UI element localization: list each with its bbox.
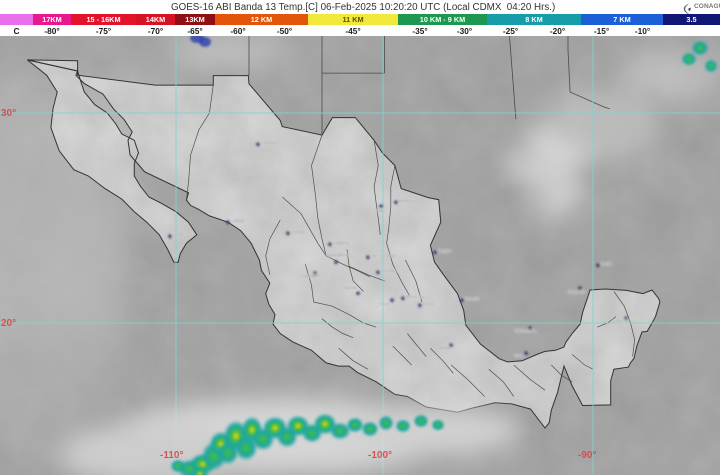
svg-text:Oaxaca: Oaxaca	[438, 346, 450, 350]
svg-text:San Luis Potosi: San Luis Potosi	[371, 254, 396, 258]
svg-text:Monterrey: Monterrey	[399, 199, 415, 203]
svg-text:20°: 20°	[1, 318, 16, 329]
svg-text:-90°: -90°	[578, 450, 596, 461]
svg-text:Guadalajara: Guadalajara	[300, 274, 320, 278]
svg-text:Campeche: Campeche	[568, 290, 585, 294]
svg-text:La Paz: La Paz	[173, 233, 184, 237]
svg-text:30°: 30°	[1, 108, 16, 119]
svg-text:Queretaro: Queretaro	[381, 269, 397, 273]
svg-text:Toluca: Toluca	[379, 302, 389, 306]
svg-text:Chetumal: Chetumal	[613, 319, 629, 323]
svg-text:Morelia: Morelia	[345, 286, 357, 290]
svg-text:Aguascalientes: Aguascalientes	[326, 253, 351, 257]
svg-text:Villahermosa: Villahermosa	[515, 329, 536, 333]
svg-text:Chihuahua: Chihuahua	[261, 141, 278, 145]
svg-text:Tuxtla: Tuxtla	[514, 354, 524, 358]
svg-text:Saltillo: Saltillo	[374, 209, 385, 213]
svg-text:-100°: -100°	[368, 450, 392, 461]
svg-text:Culiacan: Culiacan	[231, 219, 245, 223]
svg-text:Merida: Merida	[601, 262, 612, 266]
svg-text:Zacatecas: Zacatecas	[333, 241, 350, 245]
svg-text:Veracruz: Veracruz	[465, 297, 479, 301]
svg-text:Durango: Durango	[291, 230, 305, 234]
svg-text:-110°: -110°	[160, 450, 183, 461]
svg-text:Mexico City: Mexico City	[406, 295, 425, 299]
svg-text:Puebla: Puebla	[423, 302, 434, 306]
svg-text:Tampico: Tampico	[438, 249, 451, 253]
